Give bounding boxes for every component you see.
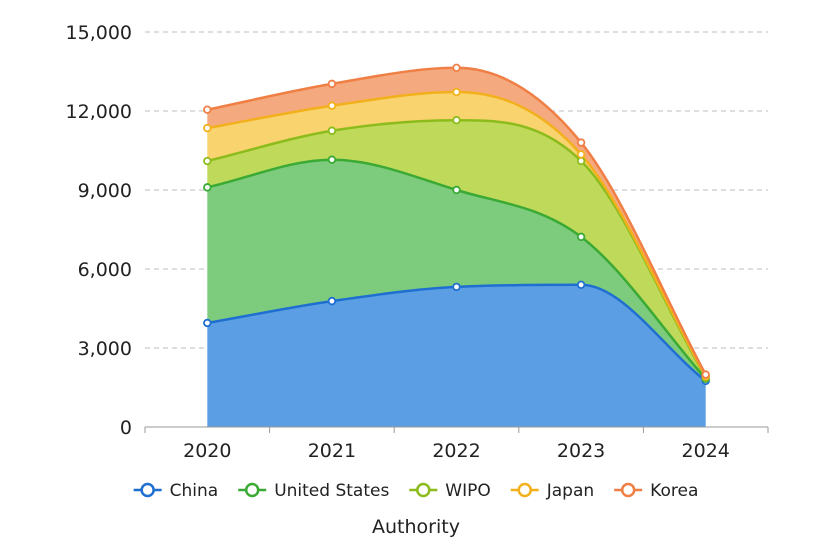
data-point[interactable] — [329, 156, 336, 163]
x-tick-label: 2024 — [682, 440, 730, 462]
y-tick-label: 0 — [120, 417, 132, 439]
data-point[interactable] — [578, 234, 585, 241]
data-point[interactable] — [204, 125, 211, 132]
legend-item-japan[interactable]: Japan — [511, 481, 594, 501]
legend: China United States WIPO Japan Korea — [134, 481, 699, 501]
x-axis-title: Authority — [372, 516, 460, 538]
y-tick-label: 15,000 — [66, 22, 132, 44]
y-tick-label: 12,000 — [66, 101, 132, 123]
legend-item-united-states[interactable]: United States — [238, 481, 389, 501]
data-point[interactable] — [204, 184, 211, 191]
legend-label: Korea — [650, 481, 698, 501]
area-chart: 0 3,000 6,000 9,000 12,000 15,000 2020 2021 2022… — [0, 0, 832, 558]
legend-item-wipo[interactable]: WIPO — [409, 481, 490, 501]
data-point[interactable] — [453, 284, 460, 291]
x-tick-label: 2023 — [557, 440, 605, 462]
x-tick-label: 2020 — [183, 440, 231, 462]
y-tick-label: 6,000 — [78, 259, 132, 281]
chart-container: 0 3,000 6,000 9,000 12,000 15,000 2020 2021 2022… — [0, 0, 832, 558]
data-point[interactable] — [329, 81, 336, 88]
data-point[interactable] — [453, 117, 460, 124]
data-point[interactable] — [578, 282, 585, 289]
legend-marker — [246, 484, 258, 496]
data-point[interactable] — [204, 158, 211, 165]
legend-label: United States — [274, 481, 389, 501]
legend-label: China — [170, 481, 219, 501]
data-point[interactable] — [329, 102, 336, 109]
legend-marker — [622, 484, 634, 496]
legend-item-korea[interactable]: Korea — [614, 481, 698, 501]
y-tick-label: 3,000 — [78, 338, 132, 360]
legend-label: Japan — [546, 481, 594, 501]
data-point[interactable] — [453, 65, 460, 72]
data-point[interactable] — [578, 139, 585, 146]
data-point[interactable] — [329, 127, 336, 134]
legend-marker — [519, 484, 531, 496]
data-point[interactable] — [578, 151, 585, 158]
data-point[interactable] — [329, 298, 336, 305]
data-point[interactable] — [204, 106, 211, 113]
data-point[interactable] — [578, 158, 585, 165]
legend-item-china[interactable]: China — [134, 481, 219, 501]
data-point[interactable] — [204, 320, 211, 327]
y-tick-label: 9,000 — [78, 180, 132, 202]
data-point[interactable] — [702, 371, 709, 378]
x-tick-label: 2022 — [432, 440, 480, 462]
x-tick-label: 2021 — [308, 440, 356, 462]
legend-marker — [417, 484, 429, 496]
data-point[interactable] — [453, 89, 460, 96]
data-point[interactable] — [453, 187, 460, 194]
legend-marker — [142, 484, 154, 496]
legend-label: WIPO — [445, 481, 490, 501]
